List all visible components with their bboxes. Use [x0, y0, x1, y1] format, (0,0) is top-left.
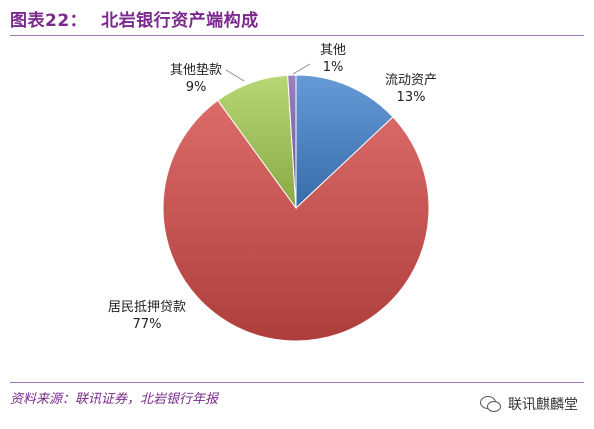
leader-line-3 — [225, 69, 245, 82]
footer-divider — [10, 382, 584, 383]
pie-slice-1 — [295, 74, 394, 210]
source-note: 资料来源：联讯证券，北岩银行年报 — [10, 392, 219, 407]
slice-label-4: 其他 — [320, 43, 346, 58]
wechat-icon — [480, 395, 502, 413]
slice-value-3: 9% — [186, 80, 207, 95]
slice-label-2: 居民抵押贷款 — [108, 300, 186, 315]
leader-line-4 — [292, 63, 311, 75]
title-divider — [10, 35, 584, 36]
slice-value-1: 13% — [397, 90, 426, 105]
watermark-text: 联讯麒麟堂 — [508, 397, 578, 413]
slice-value-2: 77% — [133, 317, 162, 332]
figure-title: 北岩银行资产端构成 — [101, 11, 259, 31]
pie-slice-4 — [287, 74, 297, 209]
pie-chart: 流动资产 13% 居民抵押贷款 77% 其他垫款 9% 其他 1% — [108, 43, 437, 342]
figure-label: 图表22： — [10, 11, 88, 31]
slice-label-3: 其他垫款 — [170, 62, 222, 78]
slice-value-4: 1% — [323, 60, 344, 75]
chart-title: 图表22： 北岩银行资产端构成 — [10, 6, 259, 31]
pie-slice-2 — [162, 99, 430, 342]
slice-label-1: 流动资产 — [385, 73, 437, 88]
watermark: 联讯麒麟堂 — [480, 394, 578, 414]
